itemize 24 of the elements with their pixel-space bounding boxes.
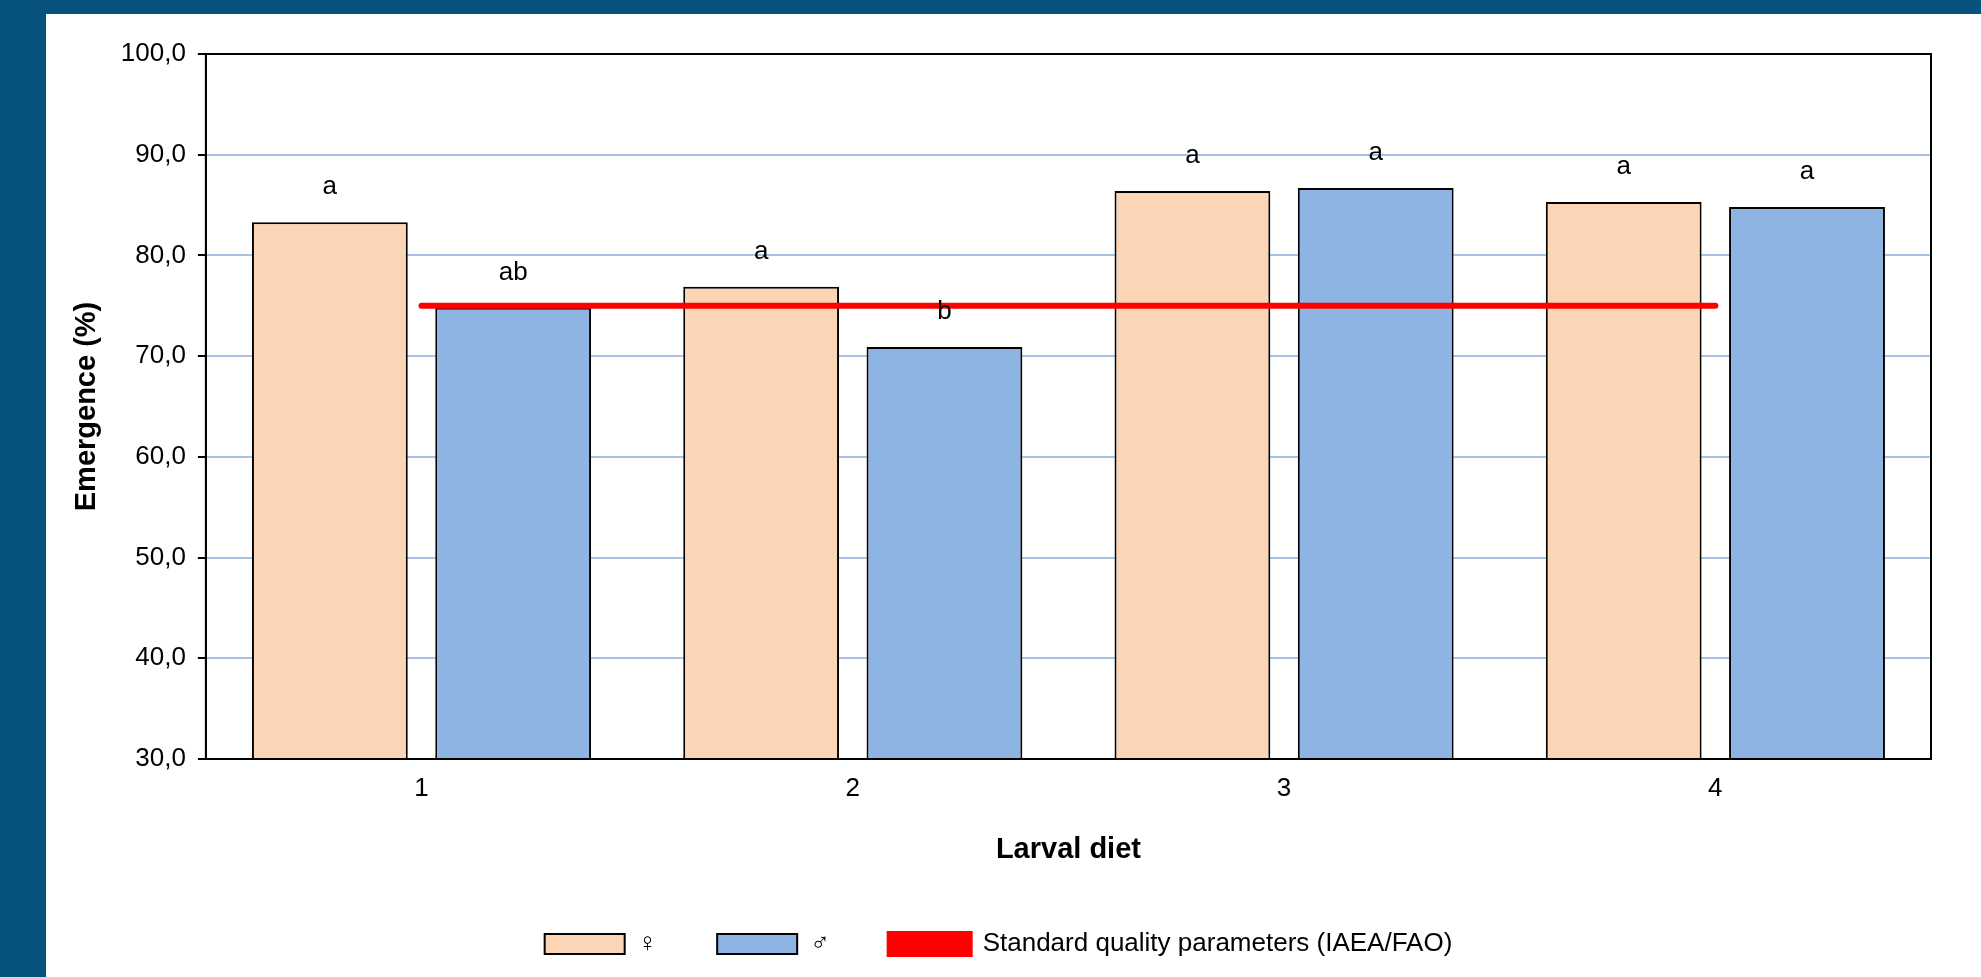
x-tick-label: 3: [1276, 771, 1292, 802]
legend-label: ♀: [637, 927, 658, 958]
annotation: a: [1185, 139, 1201, 170]
x-axis-title: Larval diet: [995, 831, 1142, 864]
y-tick-label: 50,0: [135, 540, 186, 571]
y-tick-label: 60,0: [135, 440, 186, 471]
annotation: ab: [498, 255, 528, 286]
y-tick-label: 30,0: [135, 742, 186, 773]
y-tick-label: 90,0: [135, 137, 186, 168]
x-tick-label: 2: [845, 771, 861, 802]
y-tick-label: 80,0: [135, 238, 186, 269]
y-tick-label: 70,0: [135, 339, 186, 370]
annotation: a: [1368, 136, 1384, 167]
annotation: a: [1616, 150, 1632, 181]
y-axis-title: Emergence (%): [69, 301, 102, 512]
legend-label: ♂: [810, 927, 830, 958]
y-tick-label: 40,0: [135, 641, 186, 672]
y-tick-label: 100,0: [120, 37, 186, 68]
legend-label: Standard quality parameters (IAEA/FAO): [982, 927, 1453, 958]
annotation: a: [322, 170, 338, 201]
x-tick-label: 1: [414, 771, 429, 802]
x-tick-label: 4: [1708, 771, 1723, 802]
annotation: a: [1799, 155, 1815, 186]
annotation: a: [753, 234, 769, 265]
